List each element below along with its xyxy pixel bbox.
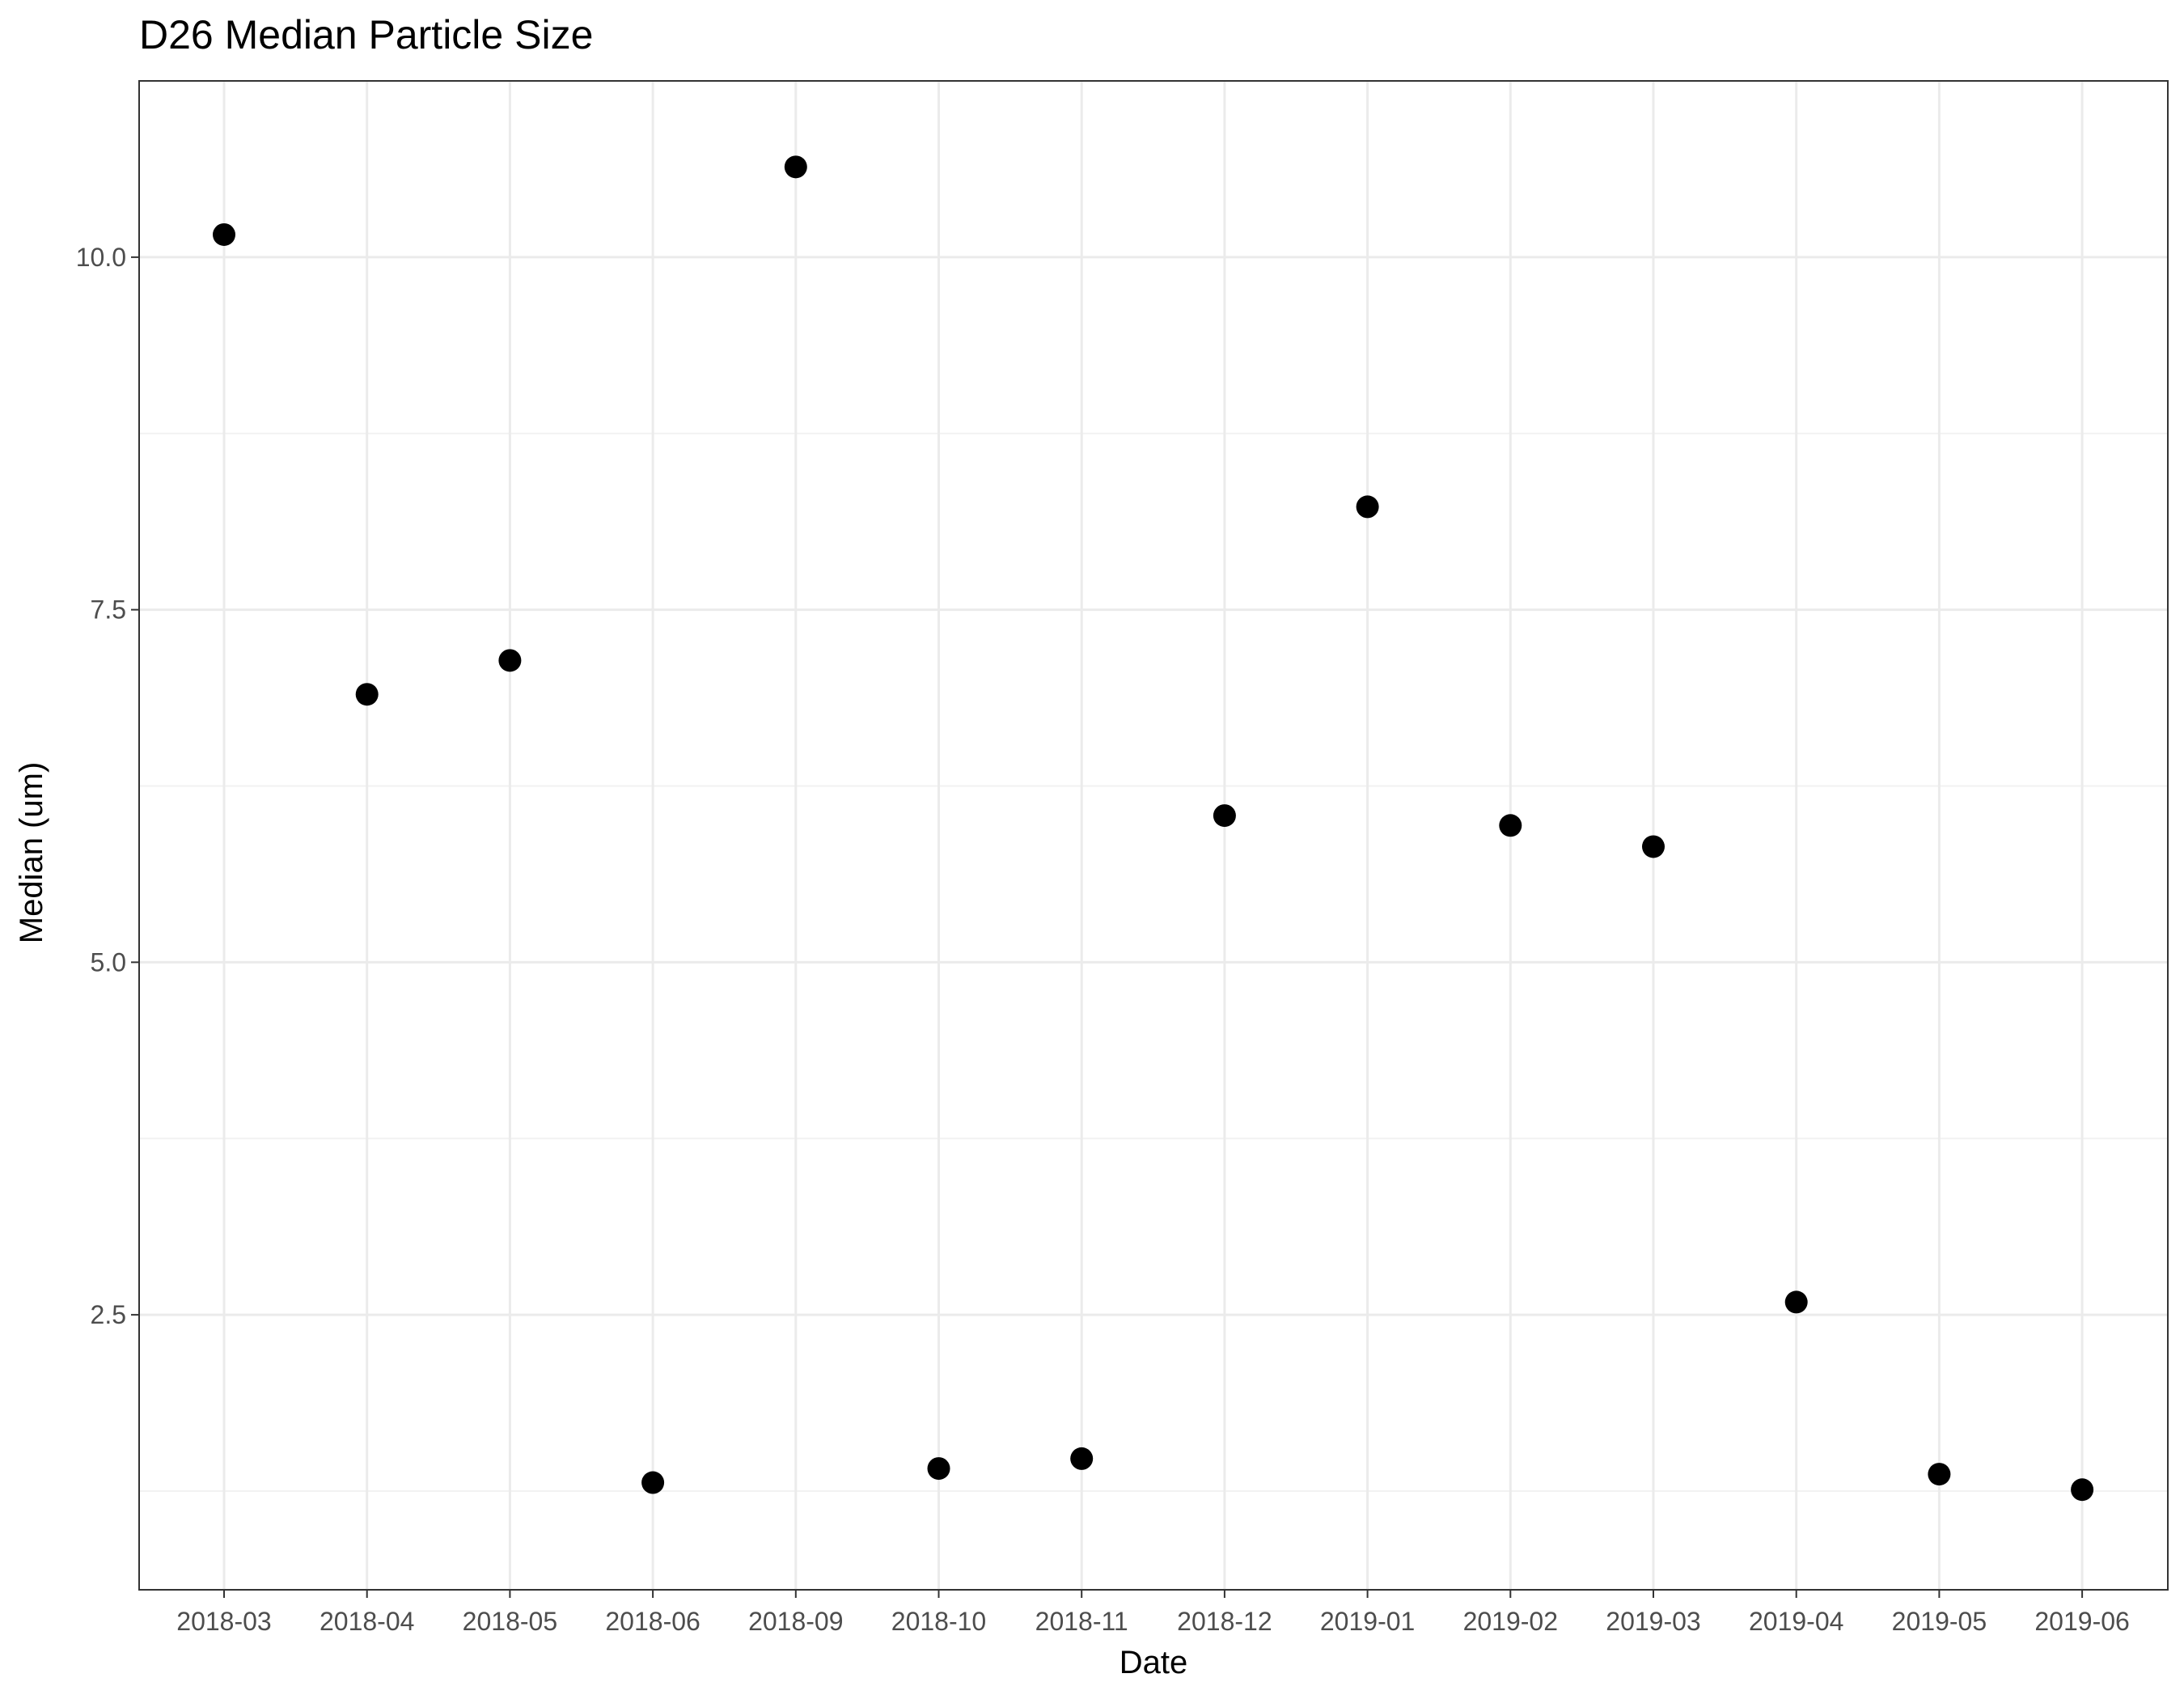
data-point: [2071, 1478, 2094, 1502]
x-tick-label: 2018-09: [748, 1607, 843, 1636]
axis-ticks: 2.5 5.0 7.5 10.0 2018-03 2018-04 2018-05 2018-0…: [76, 243, 2130, 1636]
x-tick-label: 2019-04: [1749, 1607, 1843, 1636]
data-point: [927, 1457, 950, 1481]
y-tick-label: 7.5: [91, 595, 126, 625]
x-tick-label: 2018-04: [320, 1607, 414, 1636]
x-tick-label: 2018-06: [605, 1607, 700, 1636]
x-axis-title: Date: [1120, 1645, 1188, 1680]
data-points: [213, 155, 2094, 1502]
data-point: [641, 1471, 665, 1494]
data-point: [1928, 1463, 1951, 1486]
data-point: [1642, 835, 1665, 858]
data-point: [1784, 1290, 1808, 1314]
data-point: [498, 649, 522, 672]
y-tick-label: 2.5: [91, 1300, 126, 1329]
y-tick-label: 10.0: [76, 243, 126, 272]
x-tick-label: 2019-06: [2034, 1607, 2129, 1636]
x-tick-label: 2019-01: [1320, 1607, 1415, 1636]
x-tick-label: 2018-12: [1177, 1607, 1272, 1636]
y-axis-title: Median (um): [14, 762, 49, 944]
x-tick-label: 2019-03: [1606, 1607, 1700, 1636]
data-point: [1213, 804, 1236, 828]
data-point: [1356, 495, 1379, 519]
data-point: [1070, 1447, 1094, 1470]
data-point: [355, 683, 379, 706]
chart-title: D26 Median Particle Size: [139, 12, 593, 57]
x-tick-label: 2018-05: [463, 1607, 557, 1636]
x-tick-label: 2019-02: [1463, 1607, 1558, 1636]
x-tick-label: 2018-11: [1035, 1607, 1128, 1636]
x-tick-label: 2018-10: [891, 1607, 986, 1636]
plot-panel-border: [138, 80, 2169, 1591]
grid: [139, 81, 2168, 1590]
y-tick-label: 5.0: [91, 947, 126, 977]
data-point: [784, 155, 807, 179]
x-tick-label: 2018-03: [176, 1607, 271, 1636]
data-point: [1499, 814, 1522, 837]
x-tick-label: 2019-05: [1892, 1607, 1987, 1636]
data-point: [213, 222, 235, 246]
